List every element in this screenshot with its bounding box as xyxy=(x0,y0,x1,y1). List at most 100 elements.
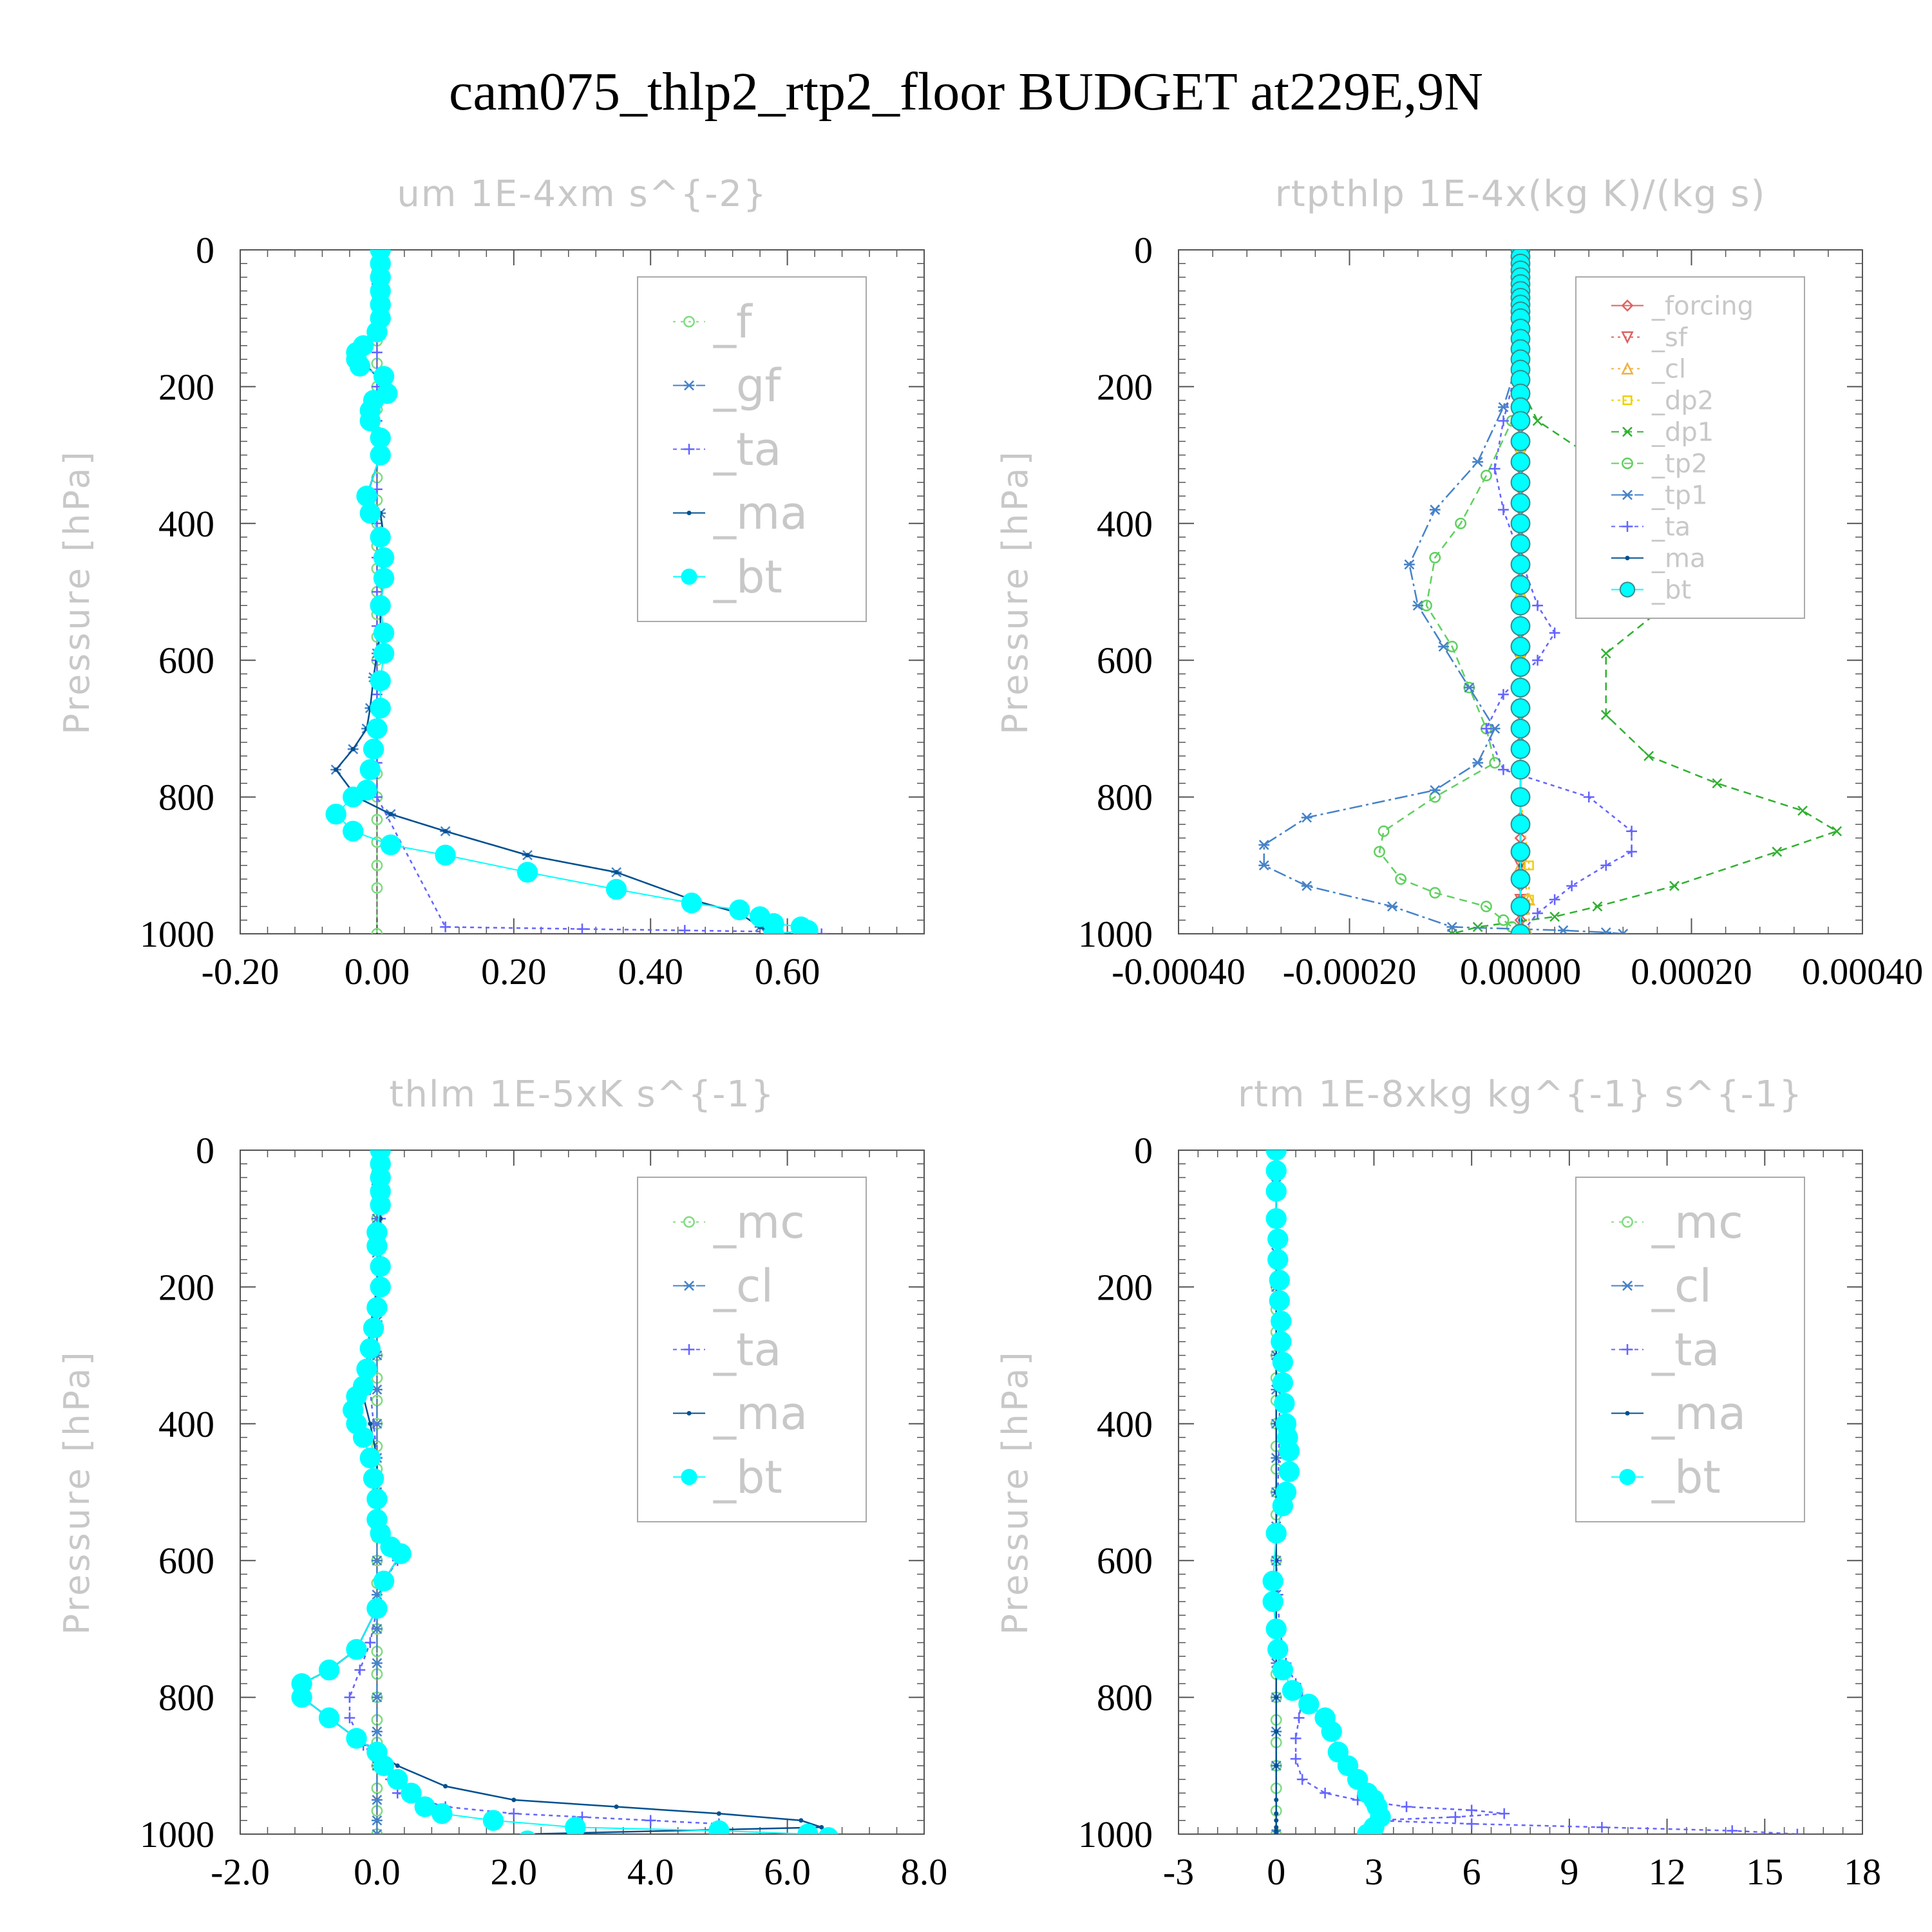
legend-label: _ta xyxy=(1651,513,1690,542)
data-point xyxy=(1429,504,1441,515)
data-point xyxy=(1301,880,1312,891)
data-point xyxy=(359,1447,381,1469)
data-point xyxy=(1549,627,1560,639)
data-point xyxy=(1524,860,1534,871)
data-point xyxy=(343,786,364,808)
data-point xyxy=(371,813,383,826)
y-tick-label: 400 xyxy=(1097,1403,1153,1445)
data-point xyxy=(1395,873,1407,885)
data-point xyxy=(291,1687,312,1708)
y-axis-label: Pressure [hPa] xyxy=(57,1349,97,1634)
x-tick-label: 2.0 xyxy=(491,1851,538,1893)
legend-marker xyxy=(1622,457,1633,469)
data-point xyxy=(1404,559,1415,570)
data-point xyxy=(1282,1680,1303,1701)
data-point xyxy=(679,925,690,934)
data-point xyxy=(346,1728,367,1749)
data-point xyxy=(1510,869,1531,889)
data-point xyxy=(1472,757,1484,768)
x-tick-label: 12 xyxy=(1649,1851,1686,1893)
data-point xyxy=(1274,1828,1279,1833)
data-point xyxy=(325,803,346,825)
data-point xyxy=(1510,759,1531,780)
data-point xyxy=(763,923,784,934)
data-point xyxy=(363,1317,384,1339)
data-point xyxy=(366,1488,388,1510)
chart-panel-1: um 1E-4xm s^{-2} Pressure [hPa] 0 200 400 600… xyxy=(57,173,925,992)
legend-label: _dp1 xyxy=(1651,418,1714,448)
data-point xyxy=(508,1808,520,1819)
data-point xyxy=(1271,1311,1292,1332)
y-tick-label: 200 xyxy=(158,1266,214,1308)
x-tick-label: -3 xyxy=(1163,1851,1194,1893)
data-point xyxy=(1429,887,1441,899)
data-point xyxy=(1498,764,1509,775)
legend-marker xyxy=(687,1411,692,1416)
data-point xyxy=(1626,826,1637,837)
data-point xyxy=(1566,880,1578,892)
data-point xyxy=(370,1194,391,1216)
data-point xyxy=(1600,927,1612,934)
data-point xyxy=(387,1768,408,1790)
data-point xyxy=(1510,677,1531,698)
data-point xyxy=(797,920,819,934)
data-point xyxy=(359,410,381,431)
legend-marker xyxy=(681,1468,697,1486)
x-tick-label: 4.0 xyxy=(627,1851,674,1893)
data-point xyxy=(373,643,395,664)
data-point xyxy=(1278,1441,1300,1462)
data-point xyxy=(443,1784,448,1789)
legend-marker xyxy=(687,511,692,515)
data-point xyxy=(1617,929,1629,934)
y-tick-label: 200 xyxy=(1097,366,1153,408)
data-point xyxy=(365,1637,376,1649)
data-point xyxy=(1600,648,1611,659)
x-tick-label: 9 xyxy=(1560,1851,1578,1893)
legend-label: _ma xyxy=(1651,544,1705,574)
data-point xyxy=(1510,431,1531,451)
data-point xyxy=(1510,472,1531,493)
data-point xyxy=(370,1276,391,1298)
data-point xyxy=(373,567,395,589)
panel-title: rtpthlp 1E-4x(kg K)/(kg s) xyxy=(1275,173,1766,215)
legend-marker xyxy=(683,380,695,391)
y-tick-label: 0 xyxy=(1134,229,1153,271)
data-point xyxy=(1549,911,1560,922)
legend-label: _bt xyxy=(713,1451,782,1504)
series-line-ta xyxy=(1275,1150,1797,1834)
data-point xyxy=(1832,826,1842,837)
data-point xyxy=(1272,1352,1294,1373)
x-tick-label: 0.20 xyxy=(481,951,547,992)
data-point xyxy=(1272,1495,1294,1517)
data-point xyxy=(1429,551,1441,564)
data-point xyxy=(1429,785,1441,795)
data-point xyxy=(1262,1591,1283,1613)
chart-panel-4: rtm 1E-8xkg kg^{-1} s^{-1} Pressure [hPa]… xyxy=(995,1074,1881,1893)
legend-marker xyxy=(1622,521,1633,532)
data-point xyxy=(1301,812,1312,823)
data-point xyxy=(1727,1825,1738,1834)
series-line-tp2 xyxy=(1378,250,1522,934)
y-axis-label: Pressure [hPa] xyxy=(57,449,97,734)
data-point xyxy=(1293,1712,1305,1723)
data-point xyxy=(354,1664,366,1676)
data-point xyxy=(443,829,448,834)
data-point xyxy=(366,321,388,343)
data-point xyxy=(1792,1828,1803,1834)
data-point xyxy=(1489,463,1501,475)
data-point xyxy=(1480,900,1492,913)
legend-label: _tp2 xyxy=(1651,450,1708,479)
legend-label: _bt xyxy=(1651,576,1691,605)
data-point xyxy=(431,1803,453,1824)
legend-marker xyxy=(683,1280,695,1291)
data-point xyxy=(1510,595,1531,616)
data-point xyxy=(368,1421,373,1426)
legend-label: _ma xyxy=(1651,1387,1746,1440)
legend-marker xyxy=(683,1344,695,1355)
data-point xyxy=(1298,1694,1320,1715)
legend-marker xyxy=(1622,395,1633,406)
y-tick-label: 800 xyxy=(1097,777,1153,819)
data-point xyxy=(359,1338,381,1359)
legend-label: _mc xyxy=(1651,1196,1743,1249)
data-point xyxy=(349,355,371,377)
